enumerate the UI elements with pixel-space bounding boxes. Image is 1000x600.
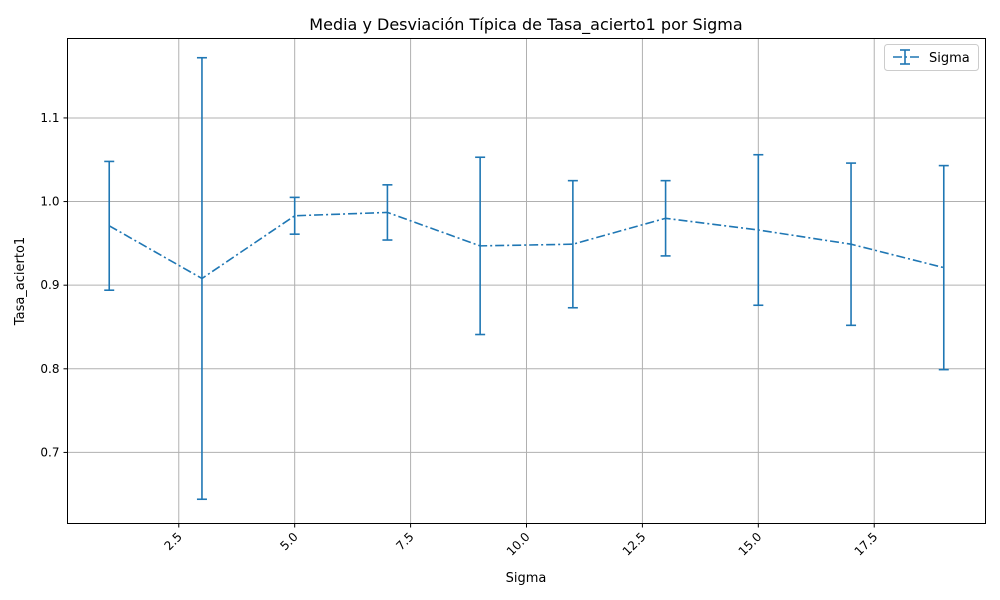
error-bar xyxy=(475,156,486,336)
plot-frame xyxy=(67,38,986,524)
y-tick-label: 0.8 xyxy=(40,362,59,376)
error-bar xyxy=(382,184,393,241)
x-tick-label: 7.5 xyxy=(393,530,416,553)
y-axis-title: Tasa_acierto1 xyxy=(13,237,28,326)
error-bar xyxy=(196,56,207,501)
error-bar xyxy=(567,179,578,309)
x-tick-label: 2.5 xyxy=(161,530,184,553)
x-axis-title: Sigma xyxy=(506,571,547,586)
series-line xyxy=(108,211,944,280)
error-bar xyxy=(289,196,300,235)
x-tick-label: 5.0 xyxy=(277,530,300,553)
error-bar xyxy=(846,162,857,327)
x-tick-label: 12.5 xyxy=(620,530,649,559)
y-tick-label: 0.9 xyxy=(40,278,59,292)
tick-layer: 2.5 5.0 7.5 10.0 12.5 15.0 17.5 0.7 0.8 0.9 1.0 1.1 xyxy=(40,111,880,559)
x-tick-label: 17.5 xyxy=(852,530,881,559)
legend-series-label: Sigma xyxy=(929,51,970,66)
x-tick-label: 10.0 xyxy=(504,530,533,559)
y-tick-label: 1.0 xyxy=(40,195,59,209)
error-bar xyxy=(660,179,671,257)
y-tick-label: 1.1 xyxy=(40,111,59,125)
grid-layer xyxy=(67,38,986,524)
chart-title: Media y Desviación Típica de Tasa_aciert… xyxy=(309,15,742,35)
x-tick-label: 15.0 xyxy=(736,530,765,559)
series-layer xyxy=(104,56,949,501)
legend: Sigma xyxy=(884,44,979,71)
error-bar xyxy=(753,153,764,307)
error-bar xyxy=(938,164,949,371)
y-tick-label: 0.7 xyxy=(40,445,59,459)
error-bar xyxy=(104,160,115,291)
legend-series-marker xyxy=(893,49,919,65)
